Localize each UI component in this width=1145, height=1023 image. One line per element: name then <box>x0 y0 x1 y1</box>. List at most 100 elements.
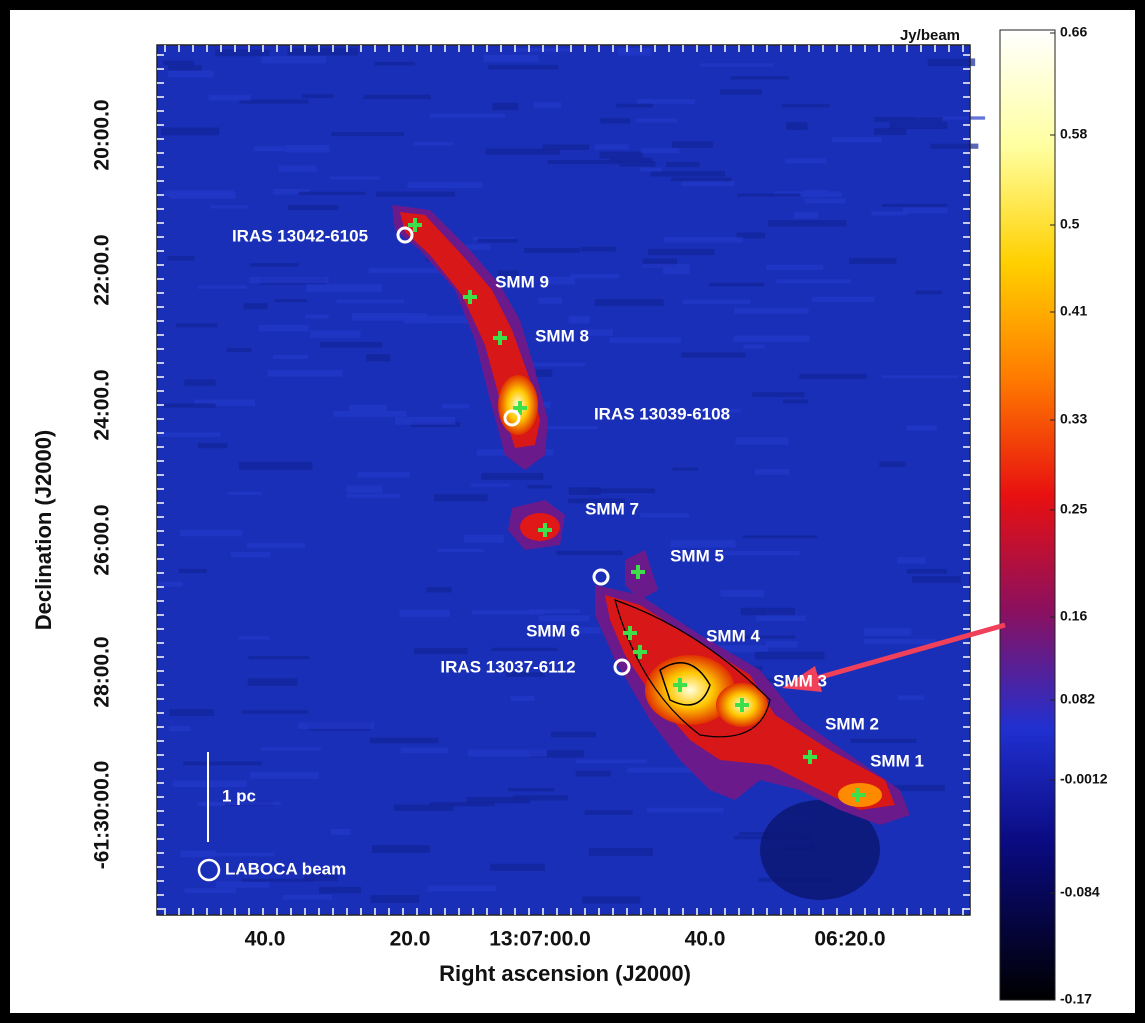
noise-streak <box>785 158 827 164</box>
noise-streak <box>413 647 468 655</box>
noise-streak <box>781 103 830 108</box>
noise-streak <box>616 103 653 108</box>
core-cross <box>851 788 865 802</box>
noise-streak <box>881 203 948 207</box>
noise-streak <box>250 771 319 779</box>
noise-streak <box>161 127 220 136</box>
noise-streak <box>301 94 334 99</box>
source-label: IRAS 13042-6105 <box>232 226 368 245</box>
noise-streak <box>282 894 333 900</box>
core-cross <box>623 626 637 640</box>
noise-streak <box>348 404 387 411</box>
noise-streak <box>765 641 798 648</box>
noise-streak <box>466 796 530 804</box>
noise-streak <box>733 335 810 343</box>
noise-streak <box>879 461 906 467</box>
filament <box>392 205 910 825</box>
y-tick-label: 28:00.0 <box>91 636 114 707</box>
noise-streak <box>246 543 306 549</box>
noise-streak <box>752 392 805 398</box>
source-label: SMM 3 <box>773 671 827 690</box>
noise-streak <box>849 257 897 265</box>
noise-streak <box>393 804 454 811</box>
noise-streak <box>735 437 789 445</box>
iras-circle <box>613 658 631 676</box>
noise-streak <box>636 118 678 123</box>
noise-streak <box>708 645 769 653</box>
noise-streak <box>709 282 765 287</box>
noise-streak <box>157 581 183 587</box>
noise-streak <box>642 258 678 267</box>
noise-streak <box>330 176 381 180</box>
noise-streak <box>167 70 214 78</box>
noise-streak <box>261 55 327 64</box>
noise-streak <box>178 568 208 574</box>
y-tick-label: 26:00.0 <box>91 504 114 575</box>
noise-streak <box>239 99 309 104</box>
noise-streak <box>640 148 680 154</box>
colorbar-tick-label: -0.0012 <box>1060 771 1108 787</box>
noise-streak <box>369 737 439 744</box>
noise-streak <box>556 550 623 556</box>
noise-streak <box>681 352 746 358</box>
noise-streak <box>582 896 641 904</box>
noise-streak <box>755 615 806 622</box>
noise-streak <box>902 207 948 214</box>
annotation-arrow <box>782 622 1006 692</box>
noise-streak <box>168 725 191 732</box>
colorbar-tick-label: 0.16 <box>1060 608 1087 624</box>
noise-streak <box>261 747 322 751</box>
source-label: SMM 4 <box>706 626 760 645</box>
noise-streak <box>700 63 774 67</box>
noise-streak <box>197 285 247 289</box>
noise-streak <box>743 344 765 349</box>
noise-streak <box>589 488 656 494</box>
noise-streak <box>249 263 299 267</box>
noise-streak <box>574 626 601 634</box>
noise-streak <box>208 95 251 101</box>
noise-streak <box>682 299 751 305</box>
noise-streak <box>594 299 664 306</box>
noise-streak <box>776 279 851 284</box>
colorbar-tick-label: 0.58 <box>1060 126 1087 142</box>
noise-streak <box>863 639 936 645</box>
noise-streak <box>742 535 818 539</box>
noise-streak <box>627 767 705 773</box>
noise-streak <box>258 324 309 332</box>
source-label: SMM 7 <box>585 499 639 518</box>
noise-streak <box>284 144 330 153</box>
core-cross <box>631 565 645 579</box>
noise-streak <box>346 485 383 493</box>
noise-streak <box>594 144 630 150</box>
noise-streak <box>368 267 444 273</box>
noise-streak <box>202 801 281 806</box>
noise-streak <box>241 878 314 882</box>
noise-streak <box>542 144 590 151</box>
source-label: SMM 8 <box>535 326 589 345</box>
noise-streak <box>568 498 625 504</box>
noise-streak <box>619 160 656 167</box>
x-tick-label: 40.0 <box>685 928 726 951</box>
noise-streak <box>491 647 558 652</box>
noise-streak <box>575 759 647 764</box>
noise-streak <box>907 568 948 574</box>
noise-streak <box>247 678 298 687</box>
y-tick-label: 24:00.0 <box>91 369 114 440</box>
scale-bar-label: 1 pc <box>222 786 256 805</box>
source-label: SMM 6 <box>526 621 580 640</box>
core-cross <box>538 523 552 537</box>
noise-streak <box>400 747 449 754</box>
noise-streak <box>672 467 699 471</box>
noise-streak <box>671 141 713 148</box>
noise-streak <box>637 99 695 104</box>
noise-streak <box>306 284 383 292</box>
beam-circle <box>197 858 221 882</box>
noise-streak <box>739 635 796 639</box>
noise-streak <box>319 341 383 348</box>
noise-streak <box>434 494 488 502</box>
noise-streak <box>253 146 285 152</box>
noise-streak <box>169 709 215 717</box>
noise-streak <box>915 290 942 295</box>
noise-streak <box>180 850 216 858</box>
noise-streak <box>437 548 485 553</box>
